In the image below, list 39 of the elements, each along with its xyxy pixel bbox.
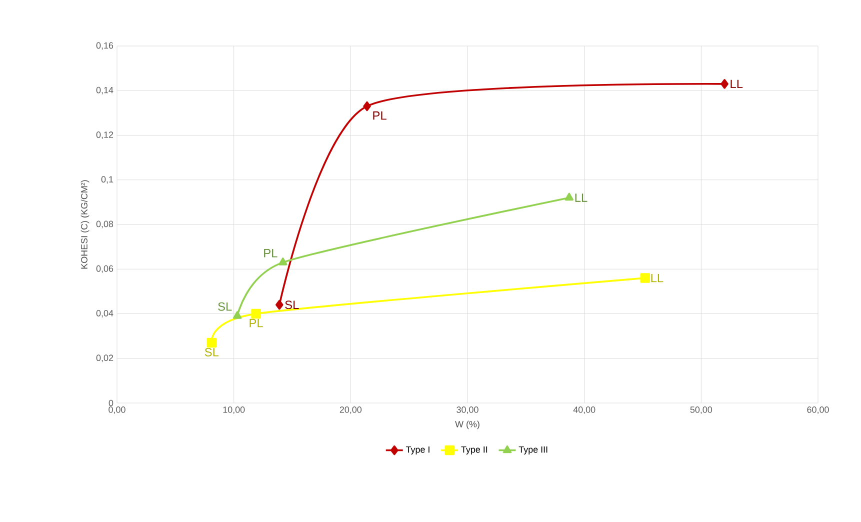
- annotation: SL: [218, 302, 232, 311]
- point: [276, 300, 284, 310]
- y-tick-label: 0,04: [96, 310, 114, 318]
- point: [232, 311, 242, 319]
- point: [564, 192, 574, 201]
- y-tick-label: 0: [108, 400, 114, 406]
- point: [278, 258, 288, 266]
- y-tick-label: 0,08: [96, 220, 114, 228]
- x-tick-label: 10,00: [223, 406, 245, 414]
- y-axis-title: KOHESI (C) (KG/CM²): [80, 180, 90, 269]
- y-tick-label: 0,12: [96, 132, 114, 139]
- y-tick-label: 0,16: [96, 42, 114, 50]
- point: [363, 101, 371, 112]
- annotation: LL: [730, 80, 743, 88]
- y-tick-label: 0,14: [96, 86, 114, 94]
- point: [720, 79, 728, 89]
- x-tick-label: 0,00: [108, 406, 126, 414]
- x-tick-label: 50,00: [690, 406, 712, 414]
- annotation: PL: [250, 318, 263, 328]
- y-tick-label: 0,06: [96, 265, 114, 273]
- annotation: PL: [373, 111, 386, 120]
- y-tick-label: 0,02: [96, 354, 114, 362]
- annotation: LL: [651, 274, 664, 282]
- point: [206, 338, 217, 348]
- annotation: LL: [575, 194, 588, 202]
- legend-label: Type III: [518, 446, 548, 454]
- annotation: PL: [264, 249, 278, 258]
- legend-label: Type I: [406, 446, 430, 454]
- annotation: SL: [204, 348, 219, 356]
- x-tick-label: 30,00: [456, 406, 478, 414]
- y-tick-label: 0,1: [101, 176, 114, 184]
- legend-label: Type II: [461, 446, 488, 454]
- x-tick-label: 40,00: [573, 406, 596, 414]
- annotation: SL: [285, 300, 299, 310]
- point: [251, 308, 261, 319]
- point: [640, 273, 650, 283]
- x-tick-label: 20,00: [340, 406, 362, 414]
- x-axis-title: W (%): [455, 420, 480, 430]
- x-tick-label: 60,00: [807, 406, 829, 414]
